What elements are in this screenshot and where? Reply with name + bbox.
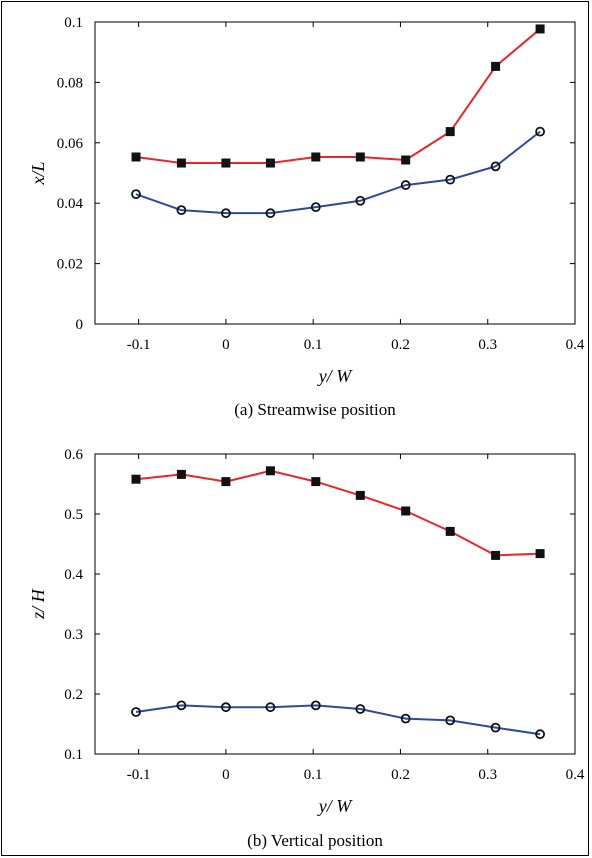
x-tick-label: 0.2 (391, 767, 410, 783)
circle-marker (221, 208, 231, 219)
y-tick-label: 0 (76, 317, 84, 333)
circle-marker (265, 208, 276, 219)
square-marker (176, 158, 186, 168)
circle-marker (490, 161, 501, 172)
x-tick-label: 0.1 (304, 337, 323, 353)
square-marker (265, 466, 275, 476)
circle-marker (310, 700, 321, 711)
circle-marker (445, 715, 456, 726)
y-tick-label: 0.1 (64, 747, 83, 763)
chart-caption: (a) Streamwise position (234, 400, 396, 419)
circle-marker (535, 126, 545, 137)
x-tick-label: 0 (222, 337, 230, 353)
circle-marker (445, 174, 456, 185)
y-tick-label: 0.4 (64, 567, 83, 583)
circle-marker (131, 189, 141, 200)
circle-marker (535, 729, 545, 740)
y-tick-label: 0.6 (64, 447, 83, 463)
square-marker (535, 549, 545, 559)
y-tick-label: 0.02 (57, 257, 83, 273)
y-tick-label: 0.04 (57, 196, 84, 212)
y-axis-label: z/ H (28, 588, 48, 620)
square-marker (355, 490, 365, 500)
y-tick-label: 0.08 (57, 75, 83, 91)
square-marker (355, 152, 365, 162)
chart-a: -0.1 0 0.1 0.2 0.3 0.4 0 0.02 0.04 0.06 0.08 0.1 y/ … (28, 15, 585, 419)
square-marker (401, 506, 411, 516)
square-marker (311, 477, 321, 487)
x-tick-label: -0.1 (127, 337, 151, 353)
plot-area-box (94, 453, 576, 755)
circle-marker (355, 195, 366, 206)
square-marker (445, 526, 455, 536)
square-marker (535, 24, 545, 34)
square-marker (221, 477, 231, 487)
y-tick-label: 0.3 (64, 627, 83, 643)
y-tick-label: 0.5 (64, 507, 83, 523)
x-tick-label: 0.2 (391, 337, 410, 353)
square-marker (311, 152, 321, 162)
circle-marker (265, 702, 276, 713)
circle-marker (221, 702, 231, 713)
chart-caption: (b) Vertical position (247, 831, 383, 850)
circle-marker (131, 707, 141, 717)
circle-marker (400, 180, 411, 190)
plot-area-box (94, 21, 576, 325)
x-axis-label: y/ W (317, 366, 353, 386)
circle-marker (400, 713, 411, 724)
square-marker (401, 155, 411, 165)
square-marker (491, 550, 501, 560)
x-axis-label: y/ W (317, 796, 353, 816)
x-tick-label: 0.3 (478, 767, 497, 783)
circle-marker (490, 722, 501, 733)
x-tick-label: 0.1 (304, 767, 323, 783)
x-tick-label: 0.4 (566, 337, 585, 353)
x-tick-label: 0.3 (478, 337, 497, 353)
square-marker (131, 474, 141, 484)
series-line-square (135, 28, 541, 165)
y-tick-label: 0.2 (64, 687, 83, 703)
chart-b: -0.1 0 0.1 0.2 0.3 0.4 0.1 0.2 0.3 0.4 0.5 0.6 y/ W z… (28, 447, 585, 850)
y-tick-label: 0.1 (64, 15, 83, 31)
x-tick-label: 0 (222, 767, 230, 783)
square-marker (265, 158, 275, 168)
y-tick-label: 0.06 (57, 136, 84, 152)
square-marker (221, 158, 231, 168)
square-marker (491, 61, 501, 71)
series-line-circle (135, 130, 541, 215)
x-tick-label: -0.1 (127, 767, 151, 783)
series-line-square (135, 469, 541, 557)
square-marker (176, 469, 186, 479)
y-axis-label: x/L (28, 161, 48, 185)
circle-marker (176, 700, 187, 711)
x-tick-label: 0.4 (566, 767, 585, 783)
square-marker (445, 127, 455, 137)
circle-marker (310, 202, 321, 213)
square-marker (131, 152, 141, 162)
circle-marker (176, 205, 187, 216)
series-line-circle (135, 704, 541, 736)
circle-marker (355, 704, 366, 714)
